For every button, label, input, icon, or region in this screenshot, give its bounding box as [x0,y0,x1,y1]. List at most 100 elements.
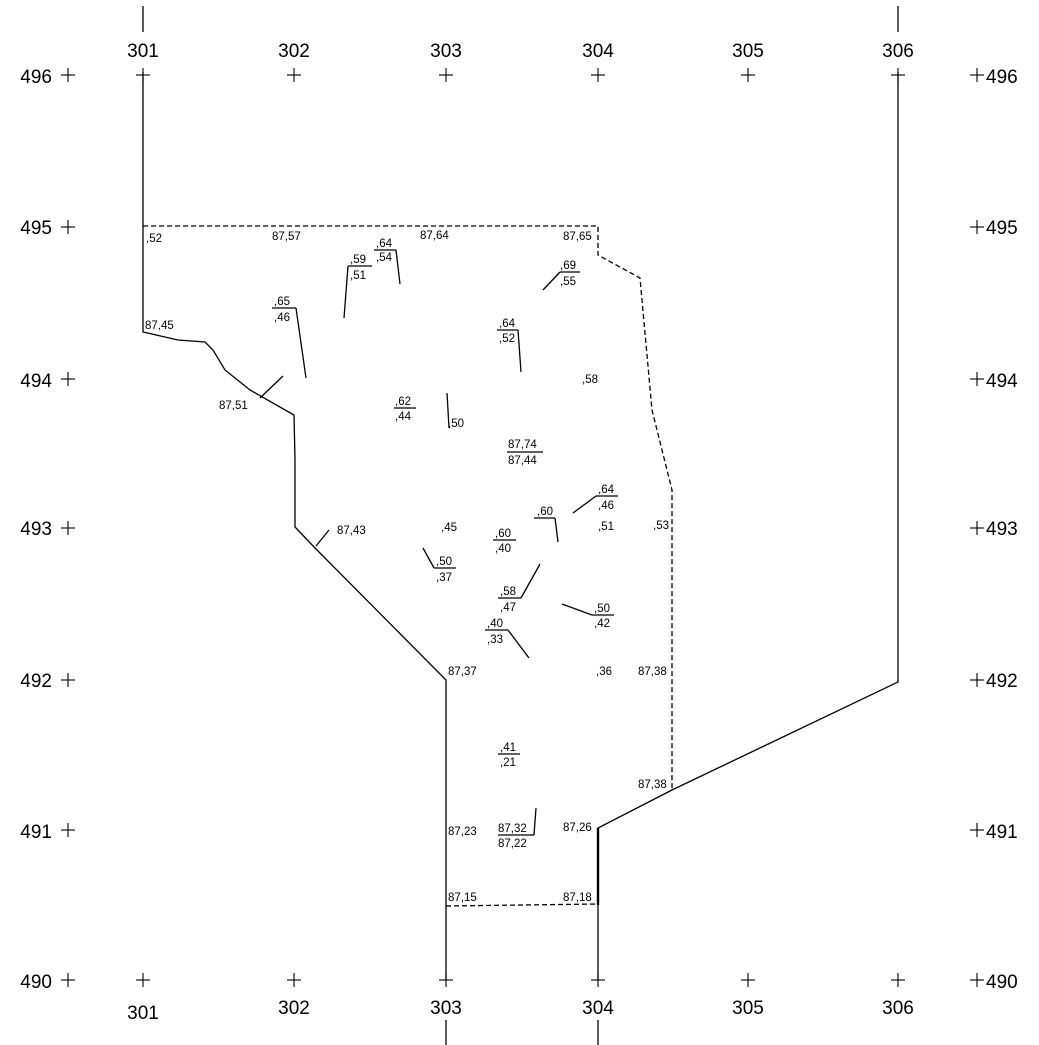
spot-height: ,52 [499,333,515,345]
spot-height: ,45 [441,522,457,534]
spot-height: ,47 [500,602,516,614]
spot-height: ,50 [448,418,464,430]
spot-height: 87,74 [508,439,537,451]
y-label-right-493: 493 [986,519,1018,540]
spot-height: ,51 [350,270,366,282]
site-boundary-right [597,72,899,980]
grid-cross [287,68,301,82]
grid-cross [970,220,984,234]
y-label-right-495: 495 [986,218,1018,239]
grid-cross [970,68,984,82]
grid-cross [970,673,984,687]
grid-cross [61,372,75,386]
spot-height: ,33 [487,634,503,646]
spot-height: ,51 [598,521,614,533]
spot-height: ,69 [560,260,576,272]
grid-cross [970,372,984,386]
x-label-top-302: 302 [278,41,310,62]
spot-height: 87,38 [638,779,667,791]
y-label-left-492: 492 [20,671,52,692]
x-label-top-301: 301 [127,41,159,62]
spot-heights: ,52 87,57 87,64 87,65 ,64 ,54 ,59 ,51 ,6… [145,230,669,904]
spot-height: ,46 [598,500,614,512]
y-label-right-492: 492 [986,671,1018,692]
spot-height: ,54 [376,252,393,264]
x-label-bottom-305: 305 [732,998,764,1019]
x-label-top-306: 306 [882,41,914,62]
edge-ticks [142,6,899,1045]
grid-cross [61,823,75,837]
y-label-left-491: 491 [20,822,52,843]
spot-height: 87,22 [498,838,527,850]
spot-height: 87,45 [145,320,174,332]
grid-labels: 301 302 303 304 305 306 301 302 303 304 … [20,41,1018,1024]
grid-cross [591,68,605,82]
spot-height: ,62 [395,396,411,408]
y-label-right-494: 494 [986,371,1018,392]
y-label-left-496: 496 [20,67,52,88]
spot-height: ,36 [596,666,612,678]
spot-height: 87,18 [563,892,592,904]
grid-cross [61,521,75,535]
grid-cross [136,973,150,987]
spot-height: 87,26 [563,822,592,834]
grid-cross [741,68,755,82]
spot-height: ,64 [499,318,516,330]
grid-cross [970,823,984,837]
grid-cross [891,973,905,987]
spot-height: ,40 [487,618,503,630]
spot-height: ,53 [653,520,669,532]
x-label-bottom-301: 301 [127,1003,159,1024]
spot-height: 87,37 [448,666,477,678]
spot-height: ,44 [395,411,412,423]
x-label-bottom-302: 302 [278,998,310,1019]
y-label-right-490: 490 [986,972,1018,993]
grid-cross [970,521,984,535]
spot-height: 87,57 [272,231,301,243]
grid-cross [439,68,453,82]
spot-height: ,55 [560,276,576,288]
y-label-left-493: 493 [20,519,52,540]
spot-height: 87,64 [420,230,449,242]
spot-height: ,50 [436,556,452,568]
spot-height: ,59 [350,254,366,266]
x-label-bottom-306: 306 [882,998,914,1019]
spot-height: ,42 [594,618,610,630]
y-label-left-494: 494 [20,371,52,392]
y-label-right-491: 491 [986,822,1018,843]
excavation-outline [143,225,673,790]
spot-height: 87,65 [563,231,592,243]
leader-lines [259,249,618,836]
spot-height: ,41 [500,742,516,754]
grid-cross [287,973,301,987]
spot-height: ,64 [376,238,393,250]
spot-height: ,40 [495,543,511,555]
spot-height: 87,43 [337,525,366,537]
site-boundary-left [142,72,447,980]
y-label-left-495: 495 [20,218,52,239]
spot-height: ,58 [500,586,516,598]
x-label-top-303: 303 [430,41,462,62]
spot-height: 87,51 [219,400,248,412]
spot-height: ,58 [582,374,598,386]
spot-height: ,52 [146,233,162,245]
spot-height: 87,23 [448,826,477,838]
spot-height: 87,15 [448,892,477,904]
spot-height: ,50 [594,603,610,615]
x-label-top-304: 304 [582,41,614,62]
spot-height: ,46 [274,312,290,324]
spot-height: 87,32 [498,823,527,835]
spot-height: 87,38 [638,666,667,678]
spot-height: ,37 [436,572,452,584]
x-label-top-305: 305 [732,41,764,62]
grid-cross [970,973,984,987]
grid-cross [61,68,75,82]
spot-height: ,64 [598,484,615,496]
spot-height: ,65 [274,296,290,308]
spot-height: ,60 [495,528,511,540]
grid-cross [61,220,75,234]
x-label-bottom-304: 304 [582,998,614,1019]
grid-cross [61,673,75,687]
spot-height: ,60 [537,506,553,518]
